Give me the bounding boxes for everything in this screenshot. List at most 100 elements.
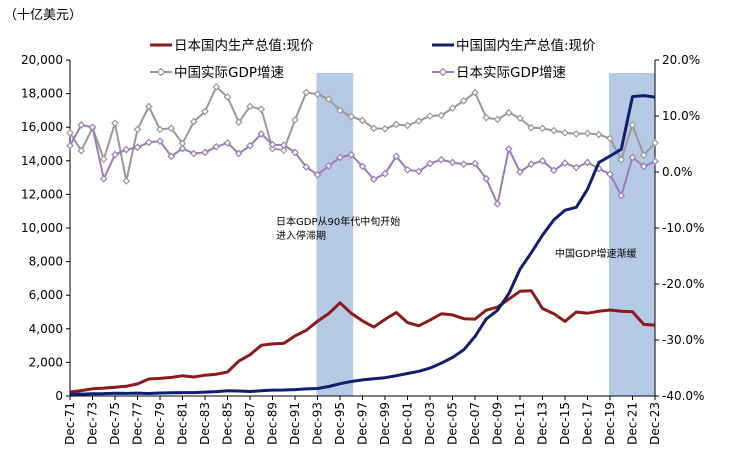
x-tick-label: Dec-85 (221, 402, 235, 445)
data-point (122, 145, 131, 154)
x-tick-label: Dec-01 (401, 402, 415, 445)
data-point (257, 130, 266, 138)
x-tick-label: Dec-05 (446, 402, 460, 445)
data-point (347, 112, 356, 121)
left-tick-label: 6,000 (29, 288, 63, 302)
data-point (201, 148, 209, 157)
data-point (336, 153, 344, 162)
data-point (471, 88, 479, 97)
data-point (628, 153, 637, 162)
x-tick-label: Dec-71 (63, 402, 77, 445)
left-tick-label: 10,000 (21, 221, 63, 235)
x-tick-label: Dec-87 (243, 402, 257, 445)
series-2 (69, 94, 656, 396)
data-point (167, 152, 176, 161)
x-tick-label: Dec-11 (513, 402, 527, 445)
data-point (516, 168, 524, 176)
data-point (639, 151, 648, 160)
series-3 (66, 83, 659, 185)
legend-label: 日本实际GDP增速 (456, 65, 566, 81)
x-tick-label: Dec-07 (468, 402, 482, 445)
data-point (279, 146, 288, 155)
x-tick-label: Dec-19 (603, 402, 617, 445)
data-point (212, 142, 221, 151)
data-point (313, 170, 322, 179)
data-point (437, 111, 446, 120)
data-point (291, 148, 299, 157)
data-point (572, 163, 581, 172)
x-tick-label: Dec-21 (626, 402, 640, 445)
x-tick-label: Dec-17 (581, 402, 595, 445)
x-tick-label: Dec-03 (423, 402, 437, 445)
data-point (212, 83, 221, 91)
data-point (527, 160, 536, 169)
data-point (291, 116, 299, 124)
x-tick-label: Dec-75 (108, 402, 122, 445)
data-point (392, 152, 401, 161)
data-point (504, 145, 513, 153)
data-point (234, 149, 243, 158)
data-point (504, 108, 513, 117)
data-point (572, 130, 581, 138)
shaded-period-2 (609, 73, 655, 396)
x-tick-label: Dec-77 (131, 402, 145, 445)
legend-item-2: 中国国内生产总值:现价 (432, 38, 596, 54)
left-tick-label: 16,000 (21, 120, 63, 134)
left-tick-label: 0 (55, 389, 63, 403)
data-point (88, 123, 97, 132)
data-point (426, 159, 434, 168)
x-tick-label: Dec-23 (648, 402, 662, 445)
data-point (223, 93, 232, 101)
data-point (122, 177, 131, 185)
data-point (471, 159, 479, 168)
data-point (426, 112, 434, 120)
legend-label: 中国实际GDP增速 (174, 65, 284, 81)
data-point (538, 124, 547, 133)
data-point (144, 102, 153, 111)
data-point (167, 124, 176, 133)
data-point (651, 139, 659, 147)
data-point (561, 159, 569, 167)
shaded-period-1 (316, 73, 354, 396)
legend-item-3: 中国实际GDP增速 (150, 65, 284, 81)
left-tick-label: 12,000 (21, 187, 63, 201)
right-tick-label: 10.0% (662, 109, 700, 123)
x-tick-label: Dec-79 (153, 402, 167, 445)
data-point (651, 157, 659, 166)
data-point (144, 138, 153, 147)
data-point (527, 123, 536, 132)
right-tick-label: -30.0% (662, 333, 704, 347)
unit-label: （十亿美元） (4, 8, 83, 23)
data-point (302, 163, 311, 171)
annotation-japan-stagnation: 日本GDP从90年代中旬开始 (276, 215, 400, 228)
legend-label: 中国国内生产总值:现价 (456, 38, 596, 54)
x-tick-label: Dec-83 (198, 402, 212, 445)
data-point (268, 144, 277, 153)
data-point (617, 155, 626, 164)
data-point (246, 141, 254, 150)
x-tick-label: Dec-93 (311, 402, 325, 445)
data-point (606, 134, 614, 143)
x-tick-label: Dec-91 (288, 402, 302, 445)
data-point (482, 113, 491, 122)
data-point (381, 169, 389, 178)
data-point (347, 150, 356, 159)
x-tick-label: Dec-13 (536, 402, 550, 445)
data-point (459, 97, 468, 105)
data-point (234, 118, 243, 127)
data-point (628, 121, 637, 129)
data-point (617, 191, 626, 200)
data-point (324, 161, 333, 170)
series-line (69, 94, 656, 396)
right-tick-label: -10.0% (662, 221, 704, 235)
data-point (257, 105, 266, 114)
data-point (414, 117, 423, 125)
annotation-japan-stagnation: 进入停滞期 (276, 229, 326, 242)
x-tick-label: Dec-15 (558, 402, 572, 445)
data-point (66, 141, 74, 150)
data-point (482, 174, 491, 183)
left-tick-label: 14,000 (21, 154, 63, 168)
right-tick-label: -20.0% (662, 277, 704, 291)
data-point (493, 200, 502, 208)
